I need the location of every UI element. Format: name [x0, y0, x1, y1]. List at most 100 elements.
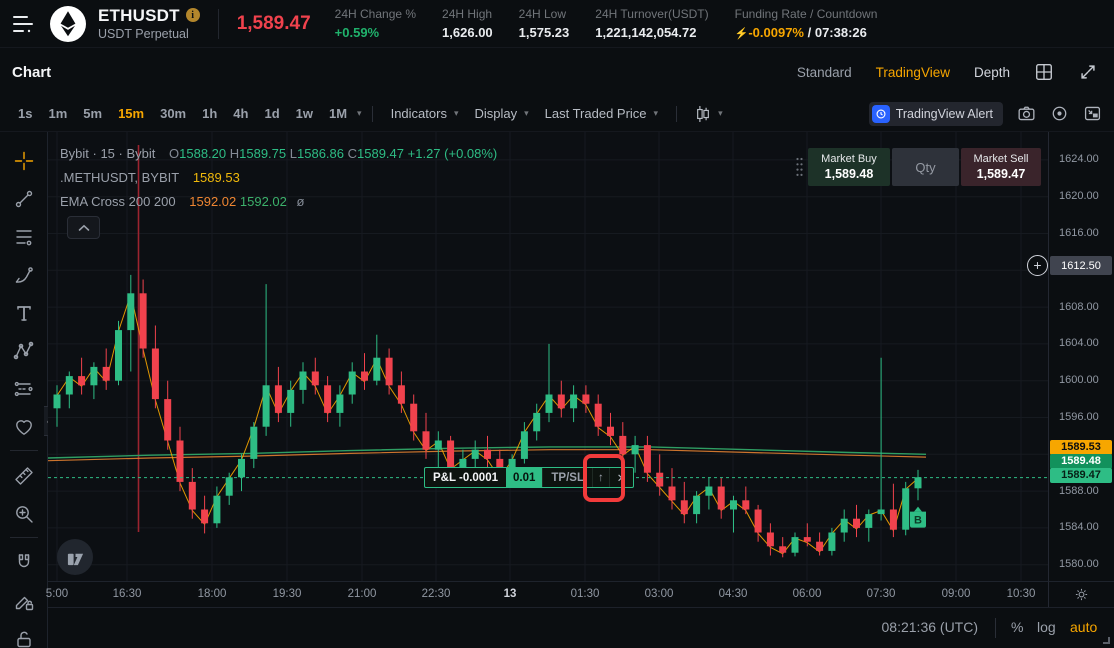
market-buy-button[interactable]: Market Buy 1,589.48: [808, 148, 890, 186]
brush-tool-icon[interactable]: [0, 258, 48, 292]
price-axis[interactable]: + 1612.50 1624.00 1620.00 1616.00 1608.00 16…: [1027, 132, 1114, 581]
magnet-tool-icon[interactable]: [0, 546, 48, 580]
candle-style-menu[interactable]: ▾: [687, 105, 731, 123]
legend-change: +1.27 (+0.08%): [407, 146, 498, 161]
alert-label: TradingView Alert: [895, 106, 993, 121]
last-price-label: 1589.47: [1050, 467, 1112, 483]
timeframe-1d[interactable]: 1d: [264, 106, 280, 121]
time-tick: 10:30: [1006, 588, 1036, 600]
drawing-toolbar: [0, 132, 48, 648]
fib-retracement-tool-icon[interactable]: [0, 220, 48, 254]
display-menu[interactable]: Display ▾: [474, 106, 529, 121]
legend-hide-icon[interactable]: ø: [296, 194, 305, 209]
view-tab-depth[interactable]: Depth: [973, 64, 1010, 80]
price-tick: 1604.00: [1059, 337, 1099, 350]
chart-toolbar: 1s 1m 5m 15m 30m 1h 4h 1d 1w 1M ▾ Indicators ▾ Dis…: [0, 96, 1114, 132]
timeframe-30m[interactable]: 30m: [160, 106, 187, 121]
buy-marker: [910, 511, 926, 528]
time-tick: 03:00: [644, 588, 674, 600]
time-axis[interactable]: 5:00 16:30 18:00 19:30 21:00 22:30 13 01:30 03:0…: [46, 581, 1048, 607]
last-price: 1,589.47: [236, 12, 311, 34]
index-price-line: [56, 292, 919, 555]
market-sell-button[interactable]: Market Sell 1,589.47: [961, 148, 1041, 186]
view-tab-standard[interactable]: Standard: [796, 64, 852, 80]
axis-settings-corner: [1048, 581, 1114, 607]
percent-scale-toggle[interactable]: %: [1011, 619, 1024, 635]
favorites-heart-tool-icon[interactable]: [0, 410, 48, 444]
text-tool-icon[interactable]: [0, 296, 48, 330]
log-scale-toggle[interactable]: log: [1037, 619, 1056, 635]
legend-ema-row[interactable]: EMA Cross 200 200 1592.02 1592.02 ø: [60, 194, 305, 209]
zoom-in-tool-icon[interactable]: [0, 497, 48, 531]
info-icon[interactable]: i: [185, 8, 200, 23]
price-tick: 1616.00: [1059, 227, 1099, 239]
alert-clock-icon: [871, 104, 890, 123]
share-arrow-button[interactable]: ↑: [591, 468, 609, 487]
lock-all-tool-icon[interactable]: [0, 622, 48, 648]
time-tick: 06:00: [792, 588, 822, 600]
timeframe-dropdown-caret[interactable]: ▾: [357, 108, 362, 118]
index-price-label: 1589.53: [1050, 439, 1112, 455]
timeframe-1h[interactable]: 1h: [202, 106, 218, 121]
popout-window-icon[interactable]: [1083, 104, 1102, 123]
legend-collapse-button[interactable]: [67, 216, 100, 239]
candlestick-chart[interactable]: B: [48, 132, 1048, 581]
crosshair-tool-icon[interactable]: [0, 144, 48, 178]
indicators-menu[interactable]: Indicators ▾: [390, 106, 459, 121]
stat-3: 24H Turnover(USDT) 1,221,142,054.72: [595, 7, 709, 40]
close-position-button[interactable]: ✕: [608, 468, 634, 487]
time-tick: 07:30: [866, 588, 896, 600]
time-tick: 04:30: [718, 588, 748, 600]
symbol-block[interactable]: ETHUSDT i USDT Perpetual: [98, 6, 200, 42]
price-tick: 1584.00: [1059, 521, 1099, 534]
timeframe-5m[interactable]: 5m: [83, 106, 103, 121]
legend-index-row[interactable]: .METHUSDT, BYBIT 1589.53: [60, 170, 240, 185]
timeframe-15m[interactable]: 15m: [118, 106, 145, 121]
crosshair-price-label: 1612.50: [1050, 256, 1112, 275]
ruler-tool-icon[interactable]: [0, 459, 48, 493]
position-pnl-widget: P&L -0.0001 0.01 TP/SL ↑ ✕: [424, 467, 635, 488]
utc-clock[interactable]: 08:21:36 (UTC): [881, 619, 978, 635]
add-order-plus-button[interactable]: +: [1027, 255, 1048, 276]
trendline-tool-icon[interactable]: [0, 182, 48, 216]
timeframe-4h[interactable]: 4h: [233, 106, 249, 121]
camera-snapshot-icon[interactable]: [1017, 104, 1036, 123]
fullscreen-icon[interactable]: [1078, 62, 1098, 82]
xabcd-pattern-tool-icon[interactable]: [0, 334, 48, 368]
record-target-icon[interactable]: [1050, 104, 1069, 123]
drawing-lock-tool-icon[interactable]: [0, 584, 48, 618]
auto-scale-toggle[interactable]: auto: [1070, 619, 1098, 635]
axis-settings-gear-icon[interactable]: [1074, 587, 1089, 602]
menu-icon[interactable]: [12, 15, 34, 33]
resize-corner[interactable]: [1103, 637, 1110, 644]
long-position-tool-icon[interactable]: [0, 372, 48, 406]
timeframe-1m[interactable]: 1m: [48, 106, 68, 121]
legend-series-title: Bybit · 15 · Bybit: [60, 146, 156, 161]
quick-order-widget: Market Buy 1,589.48 Market Sell 1,589.47: [792, 148, 1041, 186]
view-tab-tradingview[interactable]: TradingView: [875, 64, 950, 80]
timeframe-1w[interactable]: 1w: [295, 106, 313, 121]
layout-grid-icon[interactable]: [1034, 62, 1054, 82]
chart-panel-header: Chart Standard TradingView Depth: [0, 48, 1114, 96]
time-tick: 19:30: [272, 588, 302, 600]
chart-canvas-area[interactable]: B Bybit · 15 · Bybit O1588.20 H1589.75 L…: [48, 132, 1048, 581]
tradingview-alert-button[interactable]: TradingView Alert: [868, 101, 1003, 126]
top-header-bar: ETHUSDT i USDT Perpetual 1,589.47 24H Ch…: [0, 0, 1114, 48]
tpsl-button[interactable]: TP/SL: [542, 468, 592, 487]
price-mode-menu[interactable]: Last Traded Price ▾: [544, 106, 659, 121]
symbol-name[interactable]: ETHUSDT: [98, 5, 180, 25]
mark-price-label: 1589.48: [1050, 453, 1112, 469]
legend-series-row[interactable]: Bybit · 15 · Bybit O1588.20 H1589.75 L15…: [60, 146, 498, 161]
price-tick: 1588.00: [1059, 484, 1099, 497]
time-tick: 21:00: [347, 588, 377, 600]
price-tick: 1620.00: [1059, 190, 1099, 203]
timeframe-1M[interactable]: 1M: [328, 106, 348, 121]
qty-input[interactable]: [892, 148, 959, 186]
candle-style-icon: [697, 105, 709, 122]
stat-4: Funding Rate / Countdown ⚡-0.0097% / 07:3…: [734, 7, 878, 40]
price-tick: 1608.00: [1059, 300, 1099, 313]
widget-drag-handle[interactable]: [792, 148, 806, 186]
chart-legend: Bybit · 15 · Bybit O1588.20 H1589.75 L15…: [60, 142, 497, 214]
time-tick: 16:30: [112, 588, 142, 600]
timeframe-1s[interactable]: 1s: [18, 106, 33, 121]
